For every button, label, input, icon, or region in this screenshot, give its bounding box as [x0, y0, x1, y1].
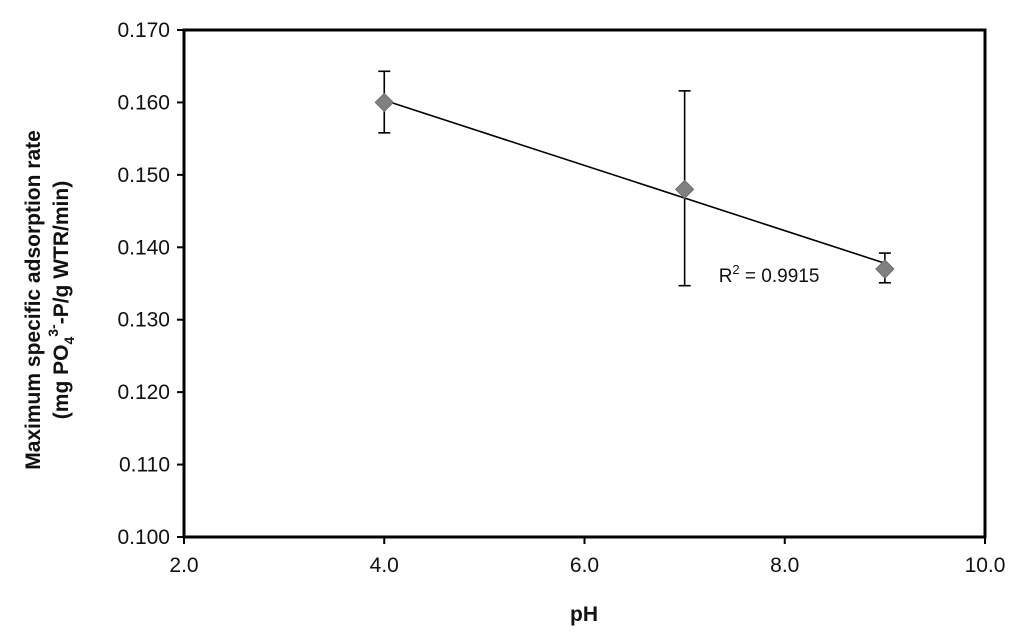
data-point: [875, 259, 895, 279]
r-squared-prefix: R: [719, 266, 733, 287]
x-tick-label: 2.0: [169, 554, 198, 577]
data-point: [674, 179, 695, 200]
y-axis-title-subscript: 4: [61, 337, 77, 345]
r-squared-value: = 0.9915: [740, 266, 820, 287]
x-tick-label: 10.0: [965, 554, 1006, 577]
y-tick-label: 0.170: [117, 19, 170, 42]
y-tick-label: 0.140: [117, 236, 170, 259]
r-squared-sup: 2: [732, 262, 739, 277]
x-tick-label: 6.0: [570, 554, 599, 577]
y-tick-label: 0.110: [119, 454, 170, 477]
data-point: [374, 92, 394, 113]
y-tick-label: 0.150: [117, 164, 170, 187]
x-tick-label: 8.0: [770, 554, 799, 577]
x-axis-title: pH: [570, 603, 598, 626]
trendline: [384, 99, 886, 264]
x-tick-label: 4.0: [370, 554, 399, 577]
y-axis-title-superscript: 3-: [45, 324, 61, 337]
y-axis-title-line2: (mg PO43--P/g WTR/min): [45, 181, 77, 419]
plot-area-frame: [182, 28, 987, 539]
y-tick-label: 0.160: [117, 91, 170, 114]
y-tick-label: 0.120: [117, 381, 170, 404]
r-squared-annotation: R2 = 0.9915: [719, 262, 820, 287]
y-axis-title-part1: (mg PO: [50, 345, 73, 420]
y-axis-title: Maximum specific adsorption rate (mg PO4…: [22, 130, 77, 470]
y-tick-label: 0.130: [117, 309, 170, 332]
y-axis-title-part2: -P/g WTR/min): [50, 181, 73, 324]
y-axis-title-line1: Maximum specific adsorption rate: [22, 130, 45, 470]
y-tick-label: 0.100: [117, 526, 170, 549]
